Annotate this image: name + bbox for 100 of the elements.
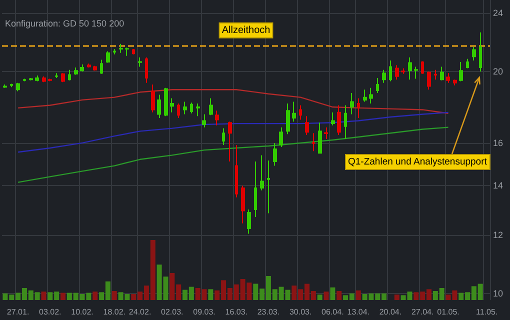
candlestick (170, 98, 174, 113)
y-tick-label: 10 (493, 288, 504, 299)
candlestick (395, 64, 399, 80)
candlestick (376, 77, 379, 94)
candlestick (273, 142, 277, 166)
x-tick-label: 02.03. (161, 308, 184, 316)
x-tick-label: 18.02. (103, 308, 126, 316)
bar (41, 292, 46, 300)
candlestick (228, 121, 232, 162)
candlestick (241, 185, 245, 224)
candlestick (119, 43, 123, 54)
y-tick-label: 24 (493, 8, 504, 18)
x-tick-label: 24.02. (128, 308, 152, 316)
candlestick (286, 102, 290, 135)
candlestick (113, 48, 116, 55)
bar (112, 291, 117, 300)
candlestick (35, 75, 39, 82)
bar (394, 294, 400, 300)
candlestick (466, 58, 469, 69)
x-tick-label: 11.05. (476, 308, 498, 316)
candlestick (29, 77, 33, 81)
bar (92, 292, 98, 300)
candlestick (106, 50, 110, 64)
x-tick-label: 03.02. (39, 308, 62, 316)
candlestick (183, 101, 187, 115)
bar (330, 287, 336, 300)
bar (336, 291, 342, 300)
candlestick (408, 56, 412, 80)
x-tick-label: 13.04. (347, 308, 370, 316)
candlestick (202, 114, 206, 128)
candlestick (350, 92, 354, 115)
candlestick (177, 102, 180, 118)
candlestick (151, 84, 155, 113)
candlestick (209, 98, 213, 116)
candlestick (196, 102, 200, 117)
candlestick (337, 104, 341, 136)
candlestick (414, 66, 418, 80)
candlestick (80, 64, 84, 72)
candlestick (138, 56, 142, 68)
candlestick (318, 122, 322, 154)
candlestick (324, 126, 328, 140)
y-tick-label: 16 (493, 138, 504, 148)
candlestick (254, 161, 257, 218)
candlestick (292, 101, 296, 122)
candlestick (3, 84, 7, 88)
candlestick (389, 60, 392, 82)
x-tick-label: 10.02. (71, 308, 94, 316)
candlestick (222, 128, 225, 146)
bar (356, 290, 361, 300)
candlestick (401, 68, 405, 74)
candlestick (279, 126, 283, 148)
candlestick (434, 69, 437, 80)
y-tick-label: 14 (493, 180, 504, 191)
candlestick (68, 69, 71, 81)
candlestick (48, 78, 52, 82)
candlestick (382, 69, 386, 84)
x-tick-label: 09.03. (193, 308, 216, 316)
candlestick (440, 66, 444, 81)
candlestick (299, 104, 302, 120)
bar (317, 294, 322, 300)
candlestick (125, 47, 129, 56)
candlestick (190, 102, 193, 114)
x-tick-label: 30.03. (289, 308, 312, 316)
candlestick (87, 63, 91, 68)
x-tick-label: 06.04. (322, 308, 344, 316)
candlestick (427, 70, 431, 90)
candlestick (421, 60, 424, 74)
candlestick (446, 72, 450, 84)
candlestick (305, 116, 309, 136)
candlestick (472, 46, 476, 61)
candlestick (16, 82, 20, 92)
bar (208, 289, 214, 300)
x-tick-label: 16.03. (225, 308, 248, 316)
annotation: Q1-Zahlen und Analystensupport (348, 156, 488, 168)
candlestick (42, 76, 46, 83)
candlestick (215, 110, 219, 126)
ref-line-label: Allzeithoch (222, 24, 270, 36)
y-tick-label: 12 (493, 230, 504, 240)
candlestick (312, 132, 315, 152)
candlestick (10, 83, 13, 88)
candlestick (145, 56, 148, 84)
bar (324, 292, 329, 300)
text: Konfiguration: GD 50 150 200 (5, 18, 124, 28)
x-tick-label: 27.01. (6, 308, 30, 316)
x-tick-label: 27.04. (411, 308, 434, 316)
bar (60, 292, 66, 300)
candlestick (55, 72, 58, 78)
candlestick (357, 98, 360, 118)
candlestick (363, 89, 367, 102)
candlestick (479, 32, 482, 72)
candlestick (369, 87, 373, 104)
candlestick (61, 72, 65, 83)
candlestick (459, 62, 463, 82)
candlestick (23, 78, 26, 82)
candlestick (344, 104, 347, 140)
x-tick-label: 01.05. (437, 308, 460, 316)
candlestick (100, 59, 103, 74)
candlestick (331, 112, 335, 126)
x-tick-label: 20.04. (379, 308, 402, 316)
candlestick (93, 65, 97, 72)
